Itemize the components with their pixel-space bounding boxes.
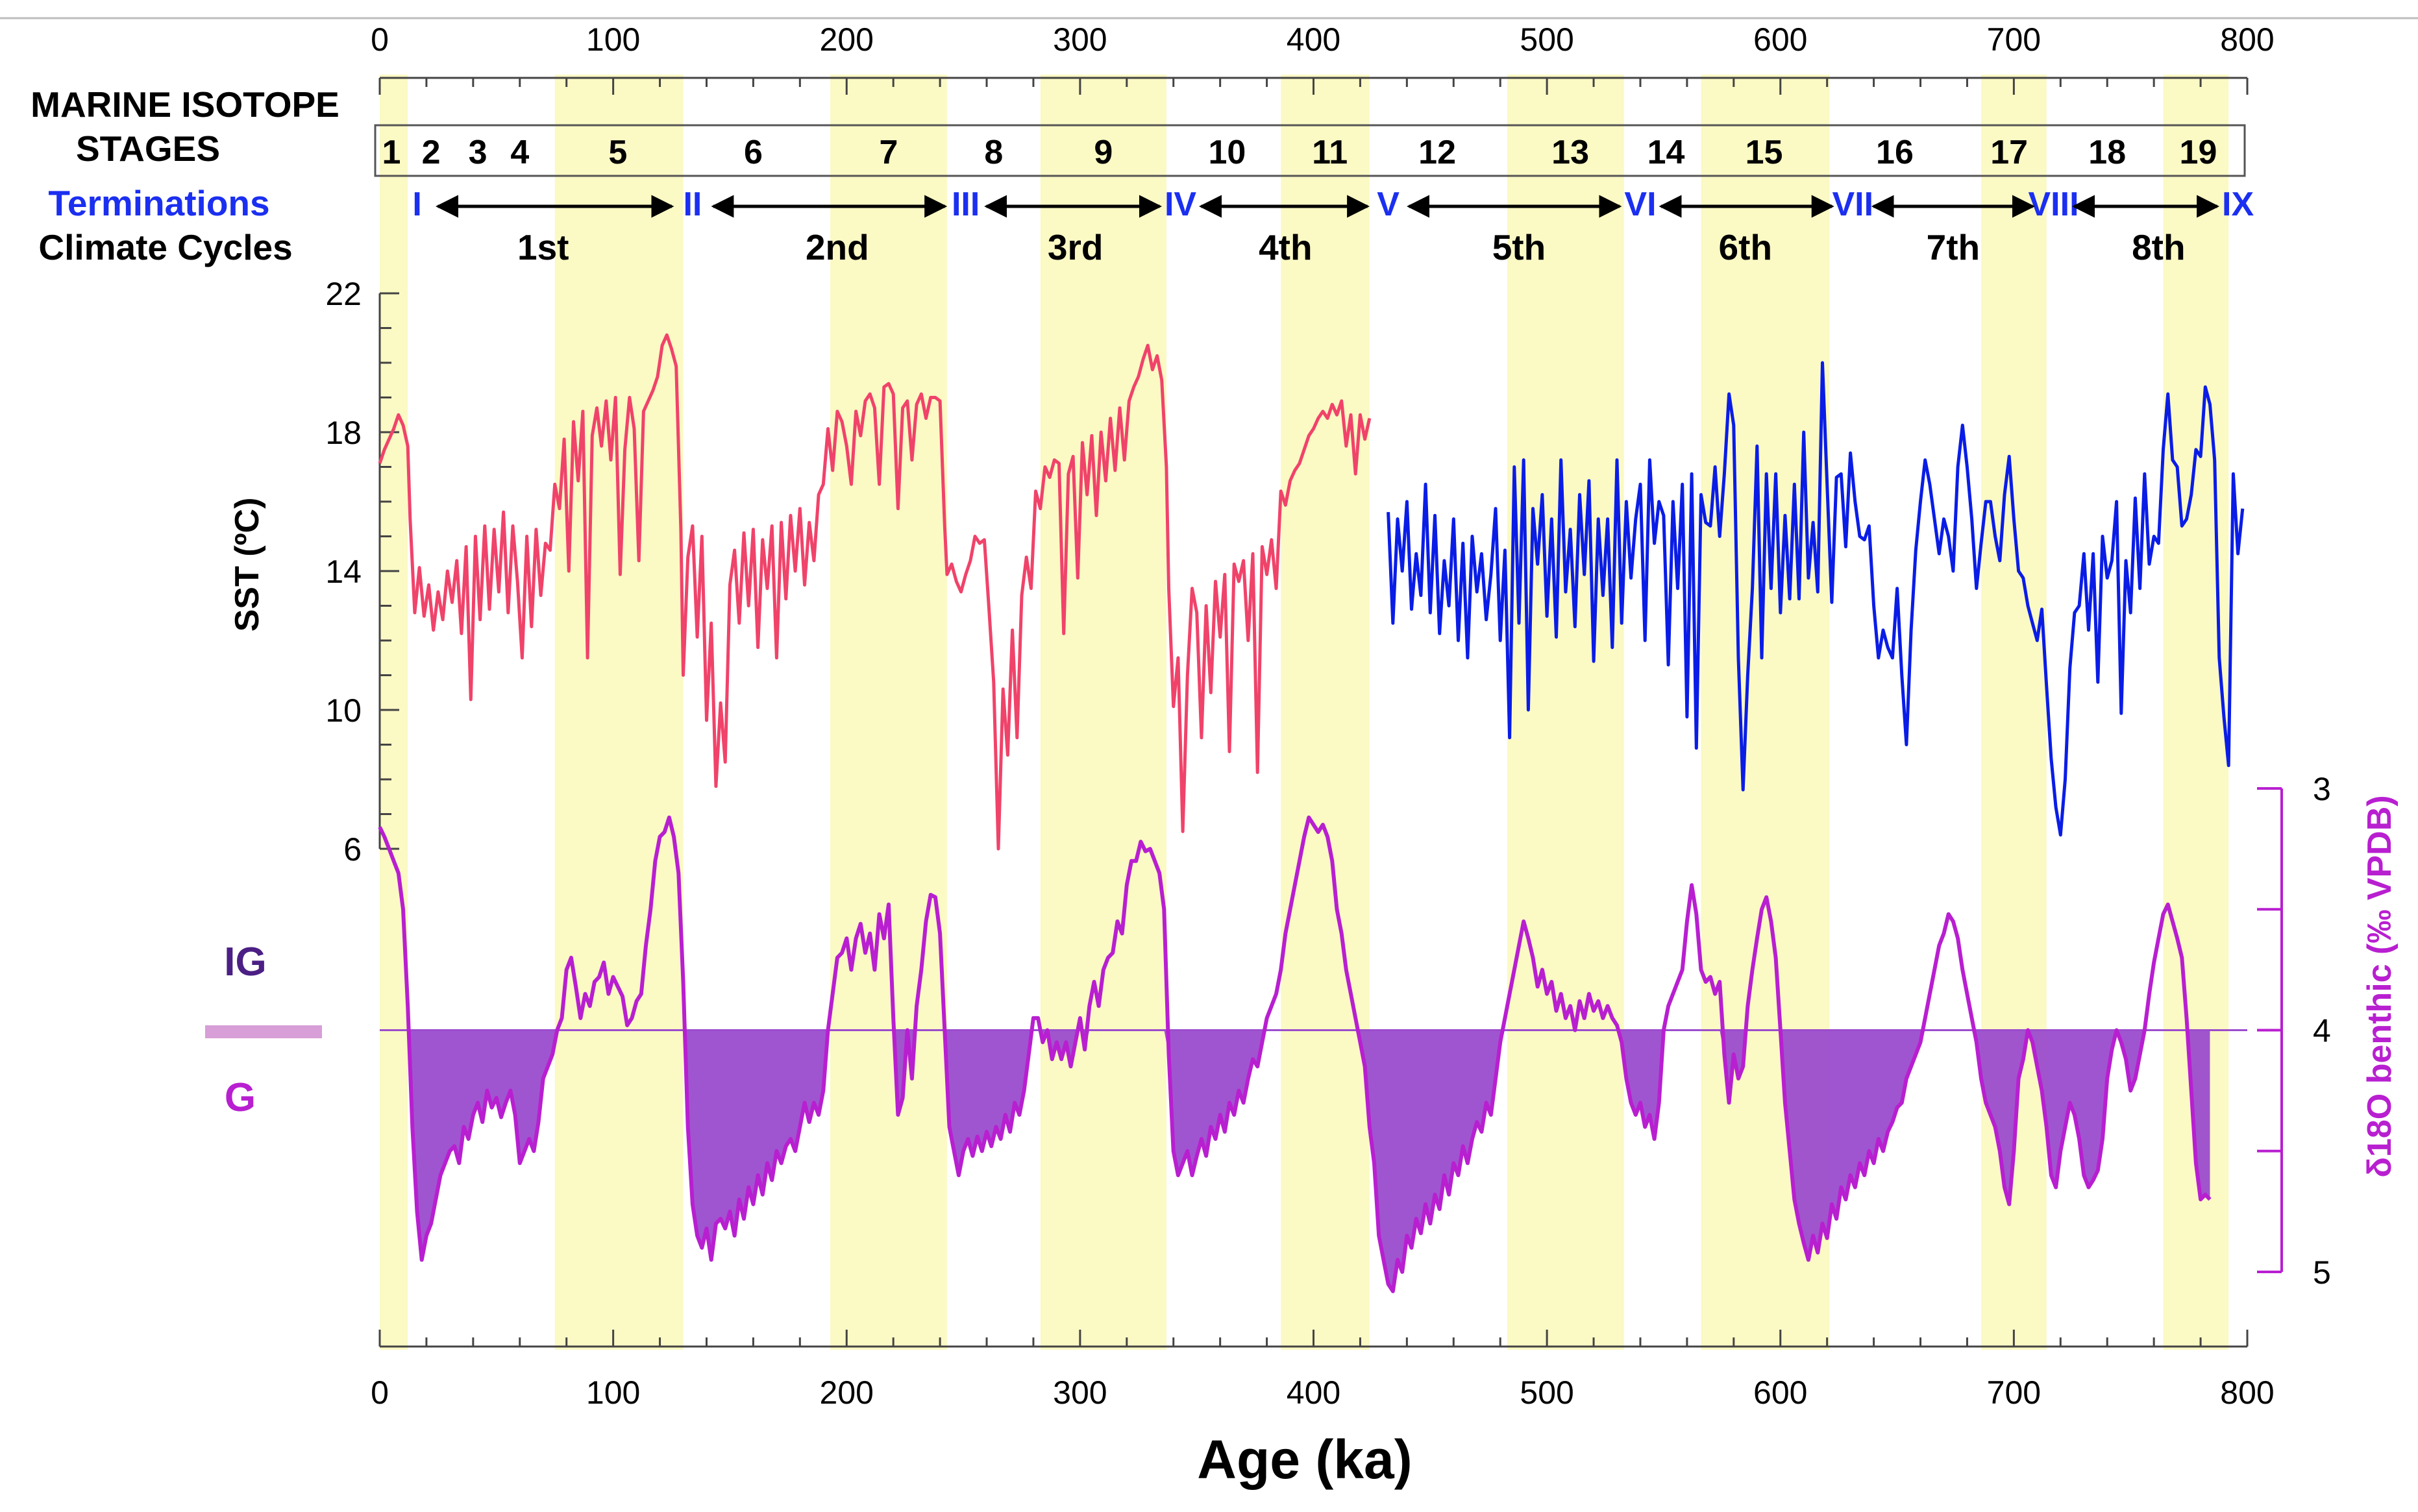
mis-stage-12: 12 [1418,134,1456,171]
top-tick-label-400: 400 [1287,21,1340,58]
cycle-label-3rd: 3rd [1048,227,1104,267]
mis-stage-16: 16 [1876,134,1914,171]
sst-tick-label-10: 10 [325,692,362,729]
mis-stage-9: 9 [1094,134,1113,171]
cycle-label-4th: 4th [1259,227,1313,267]
d18o-tick-label-4: 4 [2313,1013,2331,1049]
sst-tick-label-6: 6 [343,831,362,868]
interglacial-band-2 [554,75,684,1350]
bottom-tick-label-0: 0 [371,1374,389,1411]
interglacial-band-4 [1040,75,1166,1350]
bottom-tick-label-100: 100 [586,1374,640,1411]
d18o-series [378,815,2212,1293]
top-tick-label-800: 800 [2220,21,2274,58]
top-tick-label-0: 0 [371,21,389,58]
sst-series-red [378,333,1372,851]
mis-stage-15: 15 [1746,134,1783,171]
cycle-label-6th: 6th [1719,227,1773,267]
top-tick-label-100: 100 [586,21,640,58]
mis-stage-13: 13 [1551,134,1589,171]
top-tick-label-500: 500 [1520,21,1573,58]
termination-V: V [1377,186,1400,223]
terminations-title: Terminations [48,183,269,223]
interglacial-band-5 [1281,75,1370,1350]
termination-III: III [952,186,980,223]
mis-stage-11: 11 [1312,134,1348,171]
mis-stage-box [374,124,2246,177]
d18o-tick-label-5: 5 [2313,1254,2331,1291]
mis-title-line1: MARINE ISOTOPE [31,84,339,125]
termination-VIII: VIII [2028,186,2079,223]
mis-stage-10: 10 [1209,134,1246,171]
mis-stage-18: 18 [2088,134,2126,171]
termination-VII: VII [1832,186,1873,223]
bottom-tick-label-300: 300 [1053,1374,1107,1411]
sst-tick-label-14: 14 [325,554,362,590]
cycle-label-5th: 5th [1492,227,1546,267]
mis-stage-3: 3 [469,134,487,171]
termination-II: II [683,186,702,223]
ig-label: IG [224,940,266,984]
d18o-tick-label-3: 3 [2313,771,2331,807]
interglacial-band-6 [1507,75,1624,1350]
mis-stage-7: 7 [880,134,898,171]
mis-stage-5: 5 [608,134,627,171]
bottom-tick-label-600: 600 [1753,1374,1807,1411]
cycle-label-7th: 7th [1927,227,1980,267]
ig-g-divider-bar [205,1025,322,1038]
sst-series-blue [1387,361,2245,837]
mis-title-line2: STAGES [76,128,220,169]
mis-stage-14: 14 [1647,134,1685,171]
mis-stage-17: 17 [1990,134,2028,171]
cycle-label-8th: 8th [2132,227,2186,267]
axes: 0 0 100 100 200 200 300 300 400 400 500 500 600 600 70… [325,21,2330,1411]
g-label: G [225,1075,256,1120]
glacial-fill-layer [380,1029,2247,1291]
mis-stage-4: 4 [510,134,529,171]
mis-stage-1: 1 [382,134,401,171]
d18o-axis-title-text: δ18O benthic (‰ VPDB) [2361,795,2399,1177]
mis-stage-2: 2 [422,134,441,171]
series-layer [378,333,2245,1293]
bottom-tick-label-400: 400 [1287,1374,1340,1411]
sst-tick-label-22: 22 [325,276,362,312]
sst-tick-label-18: 18 [325,415,362,451]
top-tick-label-700: 700 [1987,21,2041,58]
top-tick-label-600: 600 [1753,21,1807,58]
bottom-tick-label-200: 200 [820,1374,874,1411]
top-tick-label-300: 300 [1053,21,1107,58]
interglacial-band-3 [830,75,947,1350]
bottom-tick-label-700: 700 [1987,1374,2041,1411]
termination-IV: IV [1165,186,1196,223]
climate-cycles-title: Climate Cycles [38,227,292,267]
termination-I: I [412,186,421,223]
termination-IX: IX [2222,186,2254,223]
mis-stage-19: 19 [2180,134,2217,171]
top-tick-label-200: 200 [820,21,874,58]
x-axis-title: Age (ka) [1197,1429,1412,1490]
glacial-fill-area [380,1030,2210,1291]
mis-stage-6: 6 [744,134,763,171]
mis-stage-labels: 1 2 3 4 5 6 7 8 9 10 11 12 13 14 15 16 17 18 19 [382,134,2217,171]
d18o-axis-title: δ18O benthic (‰ VPDB) [2361,795,2399,1177]
sst-axis-title: SST (ºC) [228,498,266,632]
termination-VI: VI [1624,186,1656,223]
termination-labels: I II III IV V VI VII VIII IX [412,186,2254,223]
bottom-tick-label-800: 800 [2220,1374,2274,1411]
bottom-tick-label-500: 500 [1520,1374,1573,1411]
mis-stage-8: 8 [984,134,1003,171]
cycle-label-2nd: 2nd [806,227,869,267]
cycle-label-1st: 1st [517,227,569,267]
interglacial-band-1 [380,75,408,1350]
climate-cycle-arrows: 1st 2nd 3rd 4th 5th 6th 7th 8th [436,195,2220,267]
